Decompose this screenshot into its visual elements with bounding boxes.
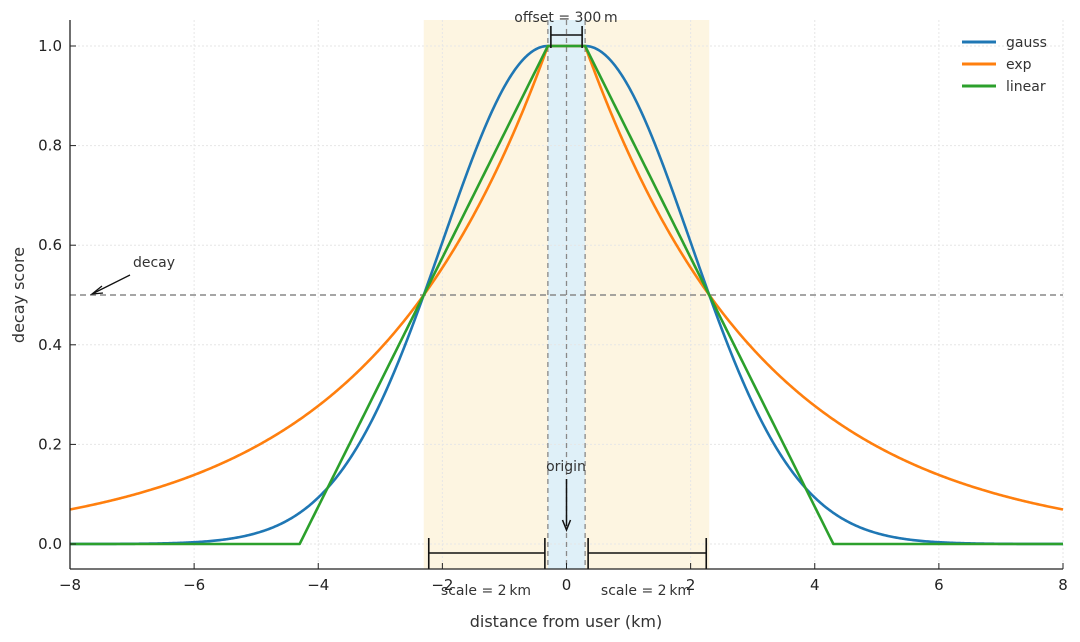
- annotations: [89, 26, 708, 569]
- legend: gauss exp linear: [962, 35, 1047, 95]
- y-tick-label: 0.2: [38, 435, 62, 453]
- origin-arrow-head-icon: [561, 519, 572, 533]
- scale-right-annotation-label: scale = 2 km: [601, 583, 691, 599]
- x-tick-label: −6: [183, 576, 205, 594]
- y-tick-label: 0.4: [38, 336, 62, 354]
- series-line-linear: [69, 44, 1064, 546]
- x-tick-label: 4: [810, 576, 820, 594]
- legend-label-gauss: gauss: [1006, 35, 1047, 51]
- x-tick-label: 2: [686, 576, 696, 594]
- x-tick-label: −4: [307, 576, 329, 594]
- y-tick-label: 0.0: [38, 535, 62, 553]
- x-tick-label: 0: [562, 576, 572, 594]
- ticks: −8 −6 −4 −2 0 2 4 6 8 0.0 0.2 0.4 0.6 0.8 1.0: [38, 37, 1068, 594]
- scale-left-annotation-label: scale = 2 km: [441, 583, 531, 599]
- decay-arrow-head-icon: [89, 285, 104, 295]
- offset-annotation-label: offset = 300 m: [514, 10, 617, 26]
- series-lines: [69, 44, 1064, 546]
- y-axis-title: decay score: [9, 247, 28, 343]
- x-axis-title: distance from user (km): [470, 612, 663, 631]
- reference-lines: [70, 20, 1063, 569]
- y-tick-label: 1.0: [38, 37, 62, 55]
- x-tick-label: −2: [431, 576, 453, 594]
- decay-arrow-shaft: [93, 274, 131, 294]
- x-tick-label: 6: [934, 576, 944, 594]
- origin-annotation-label: origin: [546, 459, 586, 475]
- y-tick-label: 0.8: [38, 137, 62, 155]
- legend-label-exp: exp: [1006, 57, 1032, 73]
- y-tick-label: 0.6: [38, 236, 62, 254]
- legend-label-linear: linear: [1006, 79, 1046, 95]
- x-tick-label: −8: [59, 576, 81, 594]
- x-tick-label: 8: [1058, 576, 1068, 594]
- decay-annotation-label: decay: [133, 255, 175, 271]
